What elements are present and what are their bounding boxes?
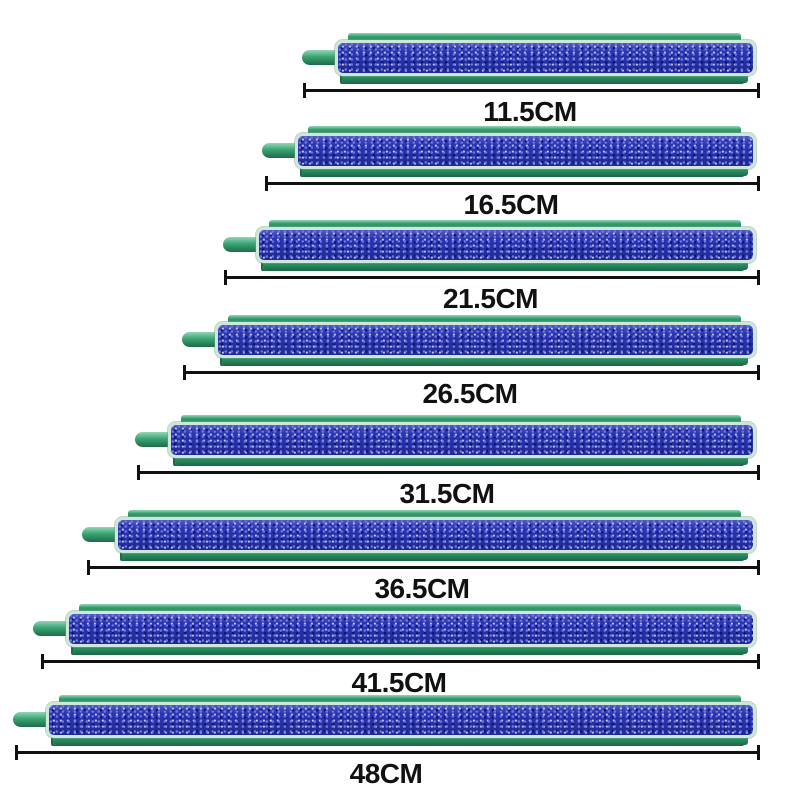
air-inlet-nozzle	[135, 432, 175, 447]
size-label: 11.5CM	[483, 96, 577, 127]
blue-airstone-strip	[66, 611, 756, 647]
airstone-bar	[262, 126, 757, 176]
size-label: 31.5CM	[399, 478, 495, 509]
air-inlet-nozzle	[223, 237, 263, 252]
size-label: 21.5CM	[442, 283, 539, 314]
size-label: 48CM	[349, 758, 423, 789]
blue-airstone-strip	[115, 517, 756, 553]
green-frame-top-plate	[308, 126, 741, 137]
air-inlet-nozzle	[82, 527, 122, 542]
size-label: 41.5CM	[351, 667, 447, 698]
air-inlet-nozzle	[13, 712, 53, 727]
dimension-line	[15, 745, 760, 760]
dimension-line	[183, 365, 760, 380]
airstone-bar	[13, 695, 757, 745]
dimension-line	[87, 560, 760, 575]
air-inlet-nozzle	[182, 332, 222, 347]
airstone-bar	[302, 33, 757, 83]
green-frame-top-plate	[128, 510, 741, 521]
green-frame-top-plate	[181, 415, 741, 426]
size-label: 36.5CM	[374, 573, 470, 604]
green-frame-top-plate	[228, 315, 741, 326]
green-frame-top-plate	[348, 33, 741, 44]
dimension-line	[137, 465, 760, 480]
blue-airstone-strip	[256, 227, 756, 263]
airstone-bar	[33, 604, 757, 654]
airstone-bar	[82, 510, 757, 560]
size-label: 16.5CM	[463, 189, 559, 220]
dimension-line	[303, 83, 760, 98]
air-inlet-nozzle	[302, 50, 342, 65]
size-label: 26.5CM	[422, 378, 518, 409]
airstone-bar	[135, 415, 757, 465]
green-frame-top-plate	[79, 604, 741, 615]
green-frame-top-plate	[269, 220, 741, 231]
blue-airstone-strip	[215, 322, 756, 358]
dimension-line	[265, 176, 760, 191]
blue-airstone-strip	[46, 702, 756, 738]
blue-airstone-strip	[168, 422, 756, 458]
airstone-bar	[223, 220, 757, 270]
green-frame-top-plate	[59, 695, 741, 706]
dimension-line	[224, 270, 760, 285]
airstone-bar	[182, 315, 757, 365]
air-inlet-nozzle	[262, 143, 302, 158]
blue-airstone-strip	[295, 133, 756, 169]
air-inlet-nozzle	[33, 621, 73, 636]
blue-airstone-strip	[335, 40, 756, 76]
dimension-line	[41, 654, 760, 669]
